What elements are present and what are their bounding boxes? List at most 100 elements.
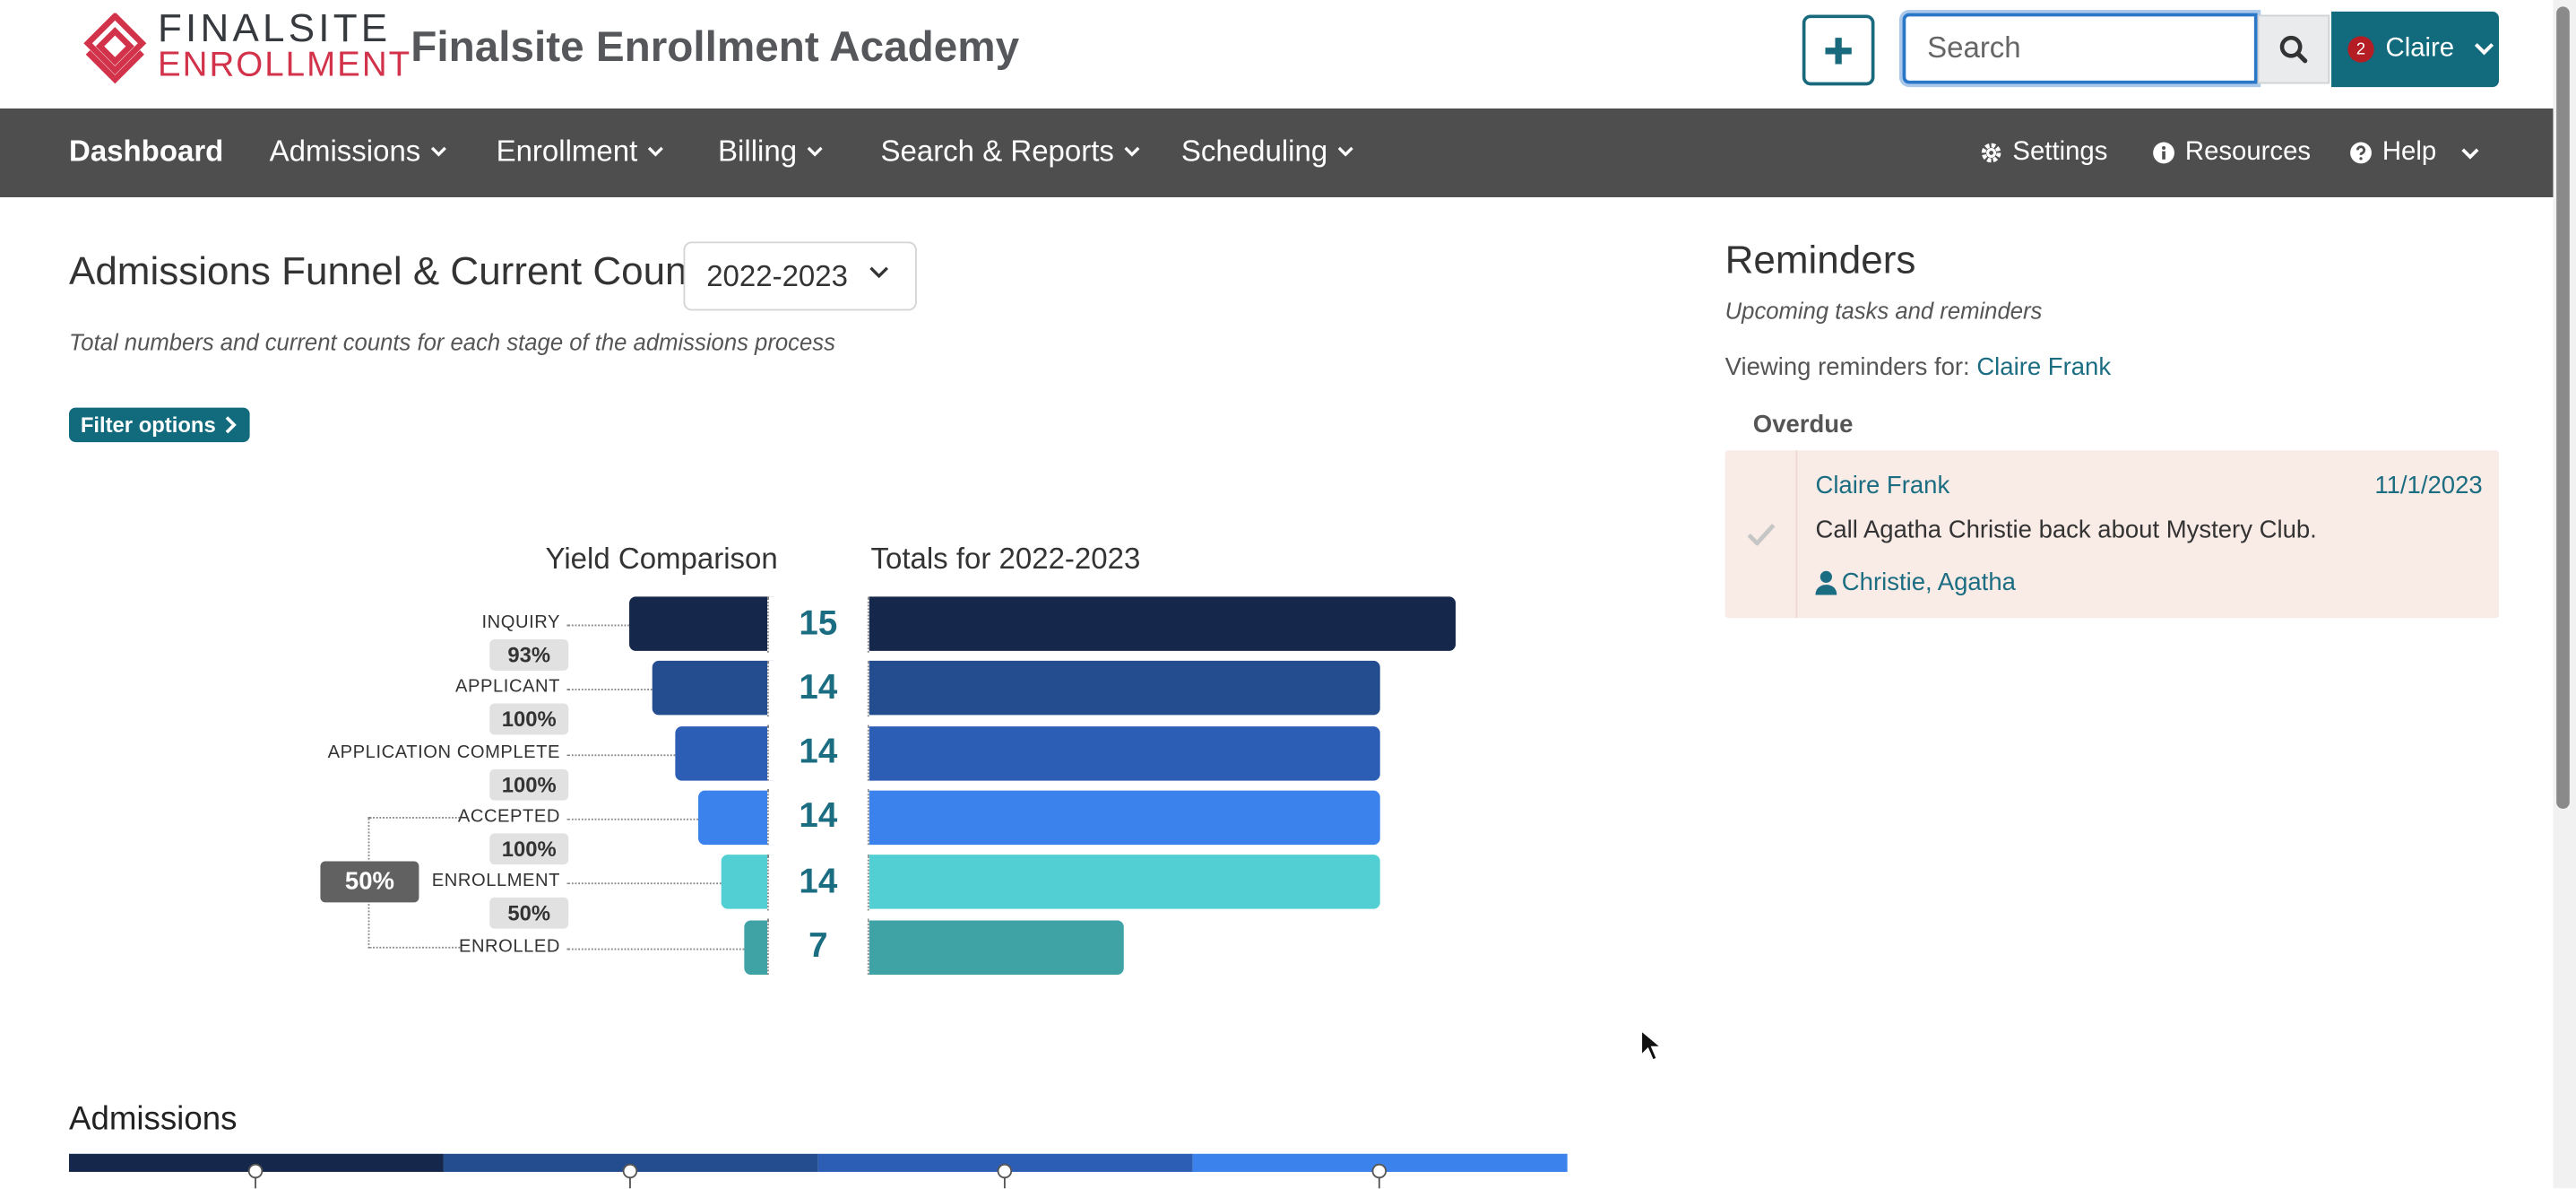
total-bar-accepted[interactable] (869, 790, 1380, 845)
add-button[interactable] (1802, 14, 1875, 86)
funnel-section-subtitle: Total numbers and current counts for eac… (68, 328, 835, 355)
logo-wordmark[interactable]: FINALSITE ENROLLMENT (157, 9, 412, 84)
nav-dashboard[interactable]: Dashboard (69, 135, 223, 169)
yield-bar-inquiry[interactable] (629, 596, 774, 651)
filter-options-button[interactable]: Filter options (68, 407, 251, 443)
user-name: Claire (2385, 34, 2455, 63)
reminder-date: 11/1/2023 (2374, 472, 2483, 500)
admissions-section-title: Admissions (68, 1101, 238, 1138)
chevron-down-icon (647, 146, 663, 157)
info-icon (2153, 142, 2174, 164)
overdue-heading: Overdue (1752, 411, 1854, 439)
stage-count-application-complete: 14 (767, 725, 869, 781)
stage-leader-line (566, 947, 745, 950)
stage-leader-line (566, 624, 630, 627)
nav-resources-label: Resources (2184, 137, 2312, 167)
search-input[interactable] (1902, 13, 2258, 84)
nav-scheduling-label: Scheduling (1180, 135, 1328, 168)
nav-admissions-label: Admissions (269, 135, 421, 168)
chevron-down-icon (1337, 146, 1353, 157)
finalsite-logo-icon[interactable] (79, 13, 151, 86)
mouse-cursor-icon (1640, 1028, 1663, 1062)
funnel-section-title: Admissions Funnel & Current Counts (68, 249, 718, 295)
nav-billing[interactable]: Billing (718, 135, 823, 169)
chevron-down-icon (807, 146, 823, 157)
reminder-assignee-link[interactable]: Claire Frank (1815, 472, 1950, 500)
search-icon (2279, 35, 2308, 64)
admissions-stage-marker-line (255, 1176, 256, 1189)
total-bar-enrollment[interactable] (869, 855, 1380, 909)
nav-billing-label: Billing (718, 135, 798, 168)
reminders-viewing-prefix: Viewing reminders for: (1725, 353, 1970, 382)
nav-search-reports[interactable]: Search & Reports (880, 135, 1140, 169)
stage-count-accepted: 14 (767, 789, 869, 846)
stage-leader-line (566, 689, 653, 691)
reminder-contact-name: Christie, Agatha (1841, 568, 2016, 597)
total-bar-inquiry[interactable] (869, 596, 1457, 651)
app-title: Finalsite Enrollment Academy (411, 21, 1020, 71)
filter-options-label: Filter options (80, 412, 216, 438)
admissions-stage-segment (68, 1153, 444, 1172)
nav-enrollment[interactable]: Enrollment (497, 135, 664, 169)
question-circle-icon (2350, 142, 2372, 164)
yield-bar-accepted[interactable] (698, 790, 774, 845)
stage-label-inquiry: INQUIRY (481, 612, 561, 633)
reminders-viewing-for: Viewing reminders for: Claire Frank (1725, 353, 2111, 381)
reminders-subtitle: Upcoming tasks and reminders (1725, 297, 2043, 325)
stage-label-applicant: APPLICANT (455, 677, 561, 698)
stage-leader-line (566, 753, 676, 756)
stage-label-enrollment: ENROLLMENT (431, 871, 561, 891)
chevron-down-icon (869, 266, 888, 279)
nav-settings[interactable]: Settings (1980, 137, 2108, 168)
stage-label-accepted: ACCEPTED (457, 806, 561, 827)
conversion-rate-enrollment: 50% (489, 898, 569, 929)
search-button[interactable] (2257, 14, 2330, 84)
chevron-down-icon (1124, 146, 1140, 157)
total-bar-enrolled[interactable] (869, 919, 1124, 975)
reminders-title: Reminders (1725, 238, 1916, 283)
chevron-down-icon (2461, 147, 2479, 159)
nav-settings-label: Settings (2012, 137, 2108, 167)
notification-badge: 2 (2347, 36, 2374, 63)
reminder-card (1725, 450, 2499, 619)
admissions-stage-marker-line (629, 1176, 631, 1189)
admissions-stage-segment (443, 1153, 818, 1172)
stage-leader-line (566, 882, 722, 885)
stage-label-application-complete: APPLICATION COMPLETE (327, 742, 561, 762)
chevron-down-icon (430, 146, 446, 157)
yield-bar-applicant[interactable] (652, 661, 774, 716)
total-bar-application-complete[interactable] (869, 725, 1380, 780)
admissions-stage-marker-line (1378, 1176, 1380, 1189)
total-bar-applicant[interactable] (869, 661, 1380, 716)
reminder-complete-button[interactable] (1725, 450, 1798, 619)
admissions-stage-segment (817, 1153, 1193, 1172)
admissions-stage-segment (1192, 1153, 1568, 1172)
stage-count-applicant: 14 (767, 660, 869, 716)
yield-bar-enrollment[interactable] (721, 855, 774, 909)
nav-help-label: Help (2382, 137, 2437, 167)
user-icon (1815, 570, 1837, 595)
nav-resources[interactable]: Resources (2152, 138, 2311, 168)
nav-scheduling[interactable]: Scheduling (1181, 135, 1354, 169)
conversion-rate-inquiry: 93% (489, 639, 569, 671)
nav-dashboard-label: Dashboard (68, 135, 224, 168)
yield-bar-application-complete[interactable] (675, 725, 774, 780)
stage-count-inquiry: 15 (767, 595, 869, 652)
conversion-rate-accepted: 100% (489, 833, 569, 864)
nav-enrollment-label: Enrollment (496, 135, 638, 168)
page-scrollbar-thumb[interactable] (2556, 6, 2570, 809)
chevron-down-icon (2474, 43, 2494, 56)
reminders-viewing-user-link[interactable]: Claire Frank (1976, 353, 2112, 382)
nav-help[interactable]: Help (2349, 138, 2479, 168)
logo-line-2: ENROLLMENT (157, 46, 412, 84)
user-menu-button[interactable]: 2 Claire (2331, 11, 2499, 88)
main-navbar (0, 108, 2554, 197)
reminder-text: Call Agatha Christie back about Mystery … (1815, 516, 2317, 544)
nav-admissions[interactable]: Admissions (270, 135, 447, 169)
year-select-value: 2022-2023 (706, 258, 848, 292)
reminder-contact-link[interactable]: Christie, Agatha (1815, 568, 2016, 597)
year-select[interactable]: 2022-2023 (683, 241, 917, 311)
stage-leader-line (566, 818, 699, 820)
totals-heading: Totals for 2022-2023 (870, 542, 1141, 576)
